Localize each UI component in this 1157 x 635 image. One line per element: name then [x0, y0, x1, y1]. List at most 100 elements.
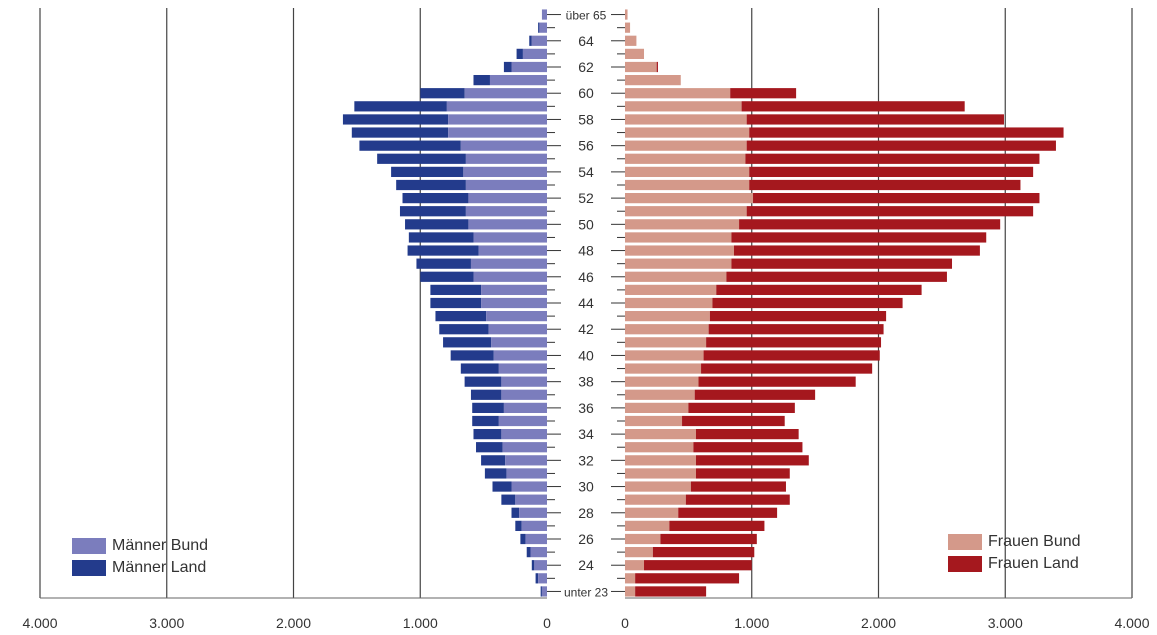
bar-frauen-land: [685, 494, 790, 505]
bar-frauen-land: [709, 310, 887, 322]
bar-frauen-land: [703, 350, 880, 361]
bar-maenner-land: [439, 324, 489, 335]
bar-maenner-land: [473, 74, 490, 86]
bar-maenner-land: [511, 507, 520, 518]
bar-frauen-bund: [625, 153, 746, 164]
bar-frauen-bund: [625, 127, 750, 138]
bar-maenner-bund: [448, 127, 547, 138]
bar-maenner-land: [516, 48, 523, 60]
bar-frauen-bund: [625, 428, 696, 440]
bar-frauen-bund: [625, 9, 628, 20]
bar-maenner-land: [520, 533, 526, 545]
bar-maenner-land: [464, 376, 502, 387]
bar-maenner-bund: [539, 22, 547, 33]
bar-maenner-bund: [446, 101, 547, 112]
legend-item-frauen-land: Frauen Land: [948, 553, 1081, 575]
bar-frauen-land: [745, 153, 1040, 164]
bar-maenner-land: [535, 573, 539, 584]
bar-frauen-bund: [625, 74, 681, 86]
bar-frauen-bund: [625, 284, 717, 296]
bar-frauen-land: [753, 192, 1040, 204]
bar-maenner-land: [430, 297, 482, 309]
bar-frauen-bund: [625, 520, 670, 532]
bar-maenner-bund: [481, 297, 547, 309]
bar-maenner-land: [481, 455, 506, 466]
age-label: über 65: [566, 9, 607, 23]
bar-frauen-bund: [625, 88, 731, 99]
bar-frauen-land: [749, 179, 1021, 191]
bar-frauen-land: [693, 442, 803, 453]
bar-maenner-bund: [541, 586, 547, 597]
age-label: 58: [578, 111, 594, 127]
x-tick-label-left: 1.000: [403, 615, 438, 631]
bar-maenner-land: [526, 546, 531, 558]
bar-maenner-bund: [534, 560, 547, 571]
bar-frauen-land: [731, 232, 987, 243]
bar-maenner-land: [435, 310, 487, 322]
bar-maenner-land: [377, 153, 466, 164]
x-tick-label-right: 1.000: [734, 615, 769, 631]
bar-maenner-land: [399, 206, 466, 217]
bar-frauen-land: [731, 258, 953, 269]
bar-maenner-bund: [460, 140, 547, 151]
bar-frauen-bund: [625, 573, 636, 584]
bar-frauen-land: [746, 114, 1004, 125]
bar-maenner-land: [501, 494, 516, 505]
bar-maenner-bund: [541, 9, 547, 20]
bar-frauen-bund: [625, 324, 709, 335]
legend-swatch-frauen-land: [948, 556, 982, 572]
bar-maenner-land: [408, 232, 474, 243]
bar-maenner-bund: [501, 376, 547, 387]
legend-item-frauen-bund: Frauen Bund: [948, 531, 1081, 553]
bar-maenner-bund: [481, 284, 547, 296]
bar-maenner-bund: [501, 389, 547, 400]
bar-maenner-bund: [468, 219, 547, 230]
x-tick-label-left: 2.000: [276, 615, 311, 631]
bar-maenner-bund: [511, 61, 547, 73]
bar-maenner-land: [430, 284, 482, 296]
bar-maenner-bund: [530, 546, 547, 558]
bar-frauen-land: [690, 481, 786, 492]
bar-frauen-bund: [625, 389, 695, 400]
bar-frauen-land: [695, 455, 809, 466]
bar-maenner-bund: [465, 206, 547, 217]
bar-frauen-land: [660, 533, 757, 545]
bar-frauen-land: [716, 284, 922, 296]
bar-frauen-bund: [625, 22, 631, 33]
bar-frauen-land: [706, 337, 882, 348]
age-label: 48: [578, 243, 594, 259]
bar-maenner-land: [402, 192, 469, 204]
bar-frauen-bund: [625, 166, 750, 178]
bar-frauen-land: [682, 415, 785, 427]
bar-frauen-bund: [625, 533, 661, 545]
age-label: 26: [578, 531, 594, 547]
bar-frauen-bund: [625, 494, 686, 505]
age-label: 24: [578, 557, 594, 573]
bar-maenner-land: [472, 415, 499, 427]
bar-frauen-land: [712, 297, 903, 309]
x-tick-label-left: 0: [543, 615, 551, 631]
bar-maenner-land: [529, 35, 532, 46]
bar-frauen-land: [726, 271, 947, 282]
bar-frauen-bund: [625, 337, 707, 348]
bar-frauen-bund: [625, 179, 750, 191]
bar-frauen-land: [749, 166, 1034, 178]
bar-maenner-bund: [463, 166, 547, 178]
age-label: 54: [578, 164, 594, 180]
bar-maenner-bund: [473, 232, 547, 243]
x-tick-label-right: 0: [621, 615, 629, 631]
bar-maenner-land: [407, 245, 479, 256]
age-label: 34: [578, 426, 594, 442]
bar-frauen-bund: [625, 297, 713, 309]
bar-maenner-bund: [473, 271, 547, 282]
bar-maenner-land: [484, 468, 507, 479]
bar-frauen-bund: [625, 192, 754, 204]
bar-frauen-land: [746, 206, 1034, 217]
legend-swatch-frauen-bund: [948, 534, 982, 550]
legend-right: Frauen Bund Frauen Land: [948, 531, 1081, 575]
age-label: 52: [578, 190, 594, 206]
bar-frauen-land: [656, 61, 658, 73]
bar-frauen-bund: [625, 560, 645, 571]
bar-maenner-bund: [505, 455, 547, 466]
age-label: 40: [578, 347, 594, 363]
